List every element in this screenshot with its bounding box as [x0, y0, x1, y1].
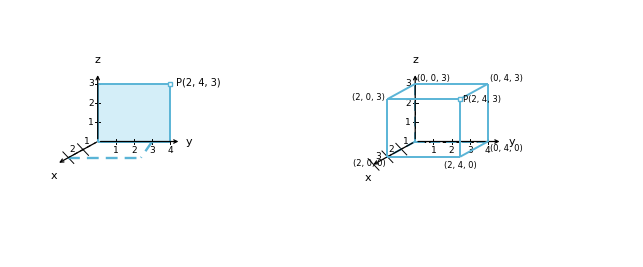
Text: 2: 2 — [449, 146, 455, 155]
Text: x: x — [50, 171, 57, 181]
Text: z: z — [412, 55, 418, 65]
Text: (2, 0, 3): (2, 0, 3) — [352, 93, 385, 102]
Text: y: y — [186, 136, 192, 147]
Text: 1: 1 — [113, 146, 119, 155]
Text: (2, 4, 0): (2, 4, 0) — [444, 161, 476, 170]
Text: 1: 1 — [88, 118, 94, 127]
Text: 4: 4 — [485, 146, 491, 155]
Text: (0, 4, 3): (0, 4, 3) — [490, 73, 523, 83]
Text: 3: 3 — [149, 146, 155, 155]
Text: 3: 3 — [375, 152, 381, 161]
Text: 3: 3 — [406, 79, 411, 88]
Text: z: z — [95, 55, 101, 65]
Text: x: x — [365, 173, 371, 183]
Text: 2: 2 — [389, 144, 394, 154]
Text: 1: 1 — [430, 146, 436, 155]
Text: 1: 1 — [406, 118, 411, 127]
Text: 3: 3 — [88, 79, 94, 88]
Text: y: y — [509, 136, 515, 147]
Text: 4: 4 — [168, 146, 173, 155]
Text: 1: 1 — [84, 138, 90, 146]
Polygon shape — [98, 84, 170, 142]
Text: 1: 1 — [403, 137, 408, 146]
Text: (0, 0, 3): (0, 0, 3) — [417, 73, 449, 83]
Text: 3: 3 — [467, 146, 473, 155]
Text: 2: 2 — [131, 146, 137, 155]
Text: (0, 4, 0): (0, 4, 0) — [490, 144, 523, 153]
Text: 2: 2 — [69, 146, 75, 154]
Text: P(2, 4, 3): P(2, 4, 3) — [176, 77, 221, 88]
Text: P(2, 4, 3): P(2, 4, 3) — [463, 95, 501, 104]
Text: 2: 2 — [406, 99, 411, 108]
Text: 2: 2 — [88, 99, 94, 108]
Text: (2, 0, 0): (2, 0, 0) — [354, 159, 386, 168]
